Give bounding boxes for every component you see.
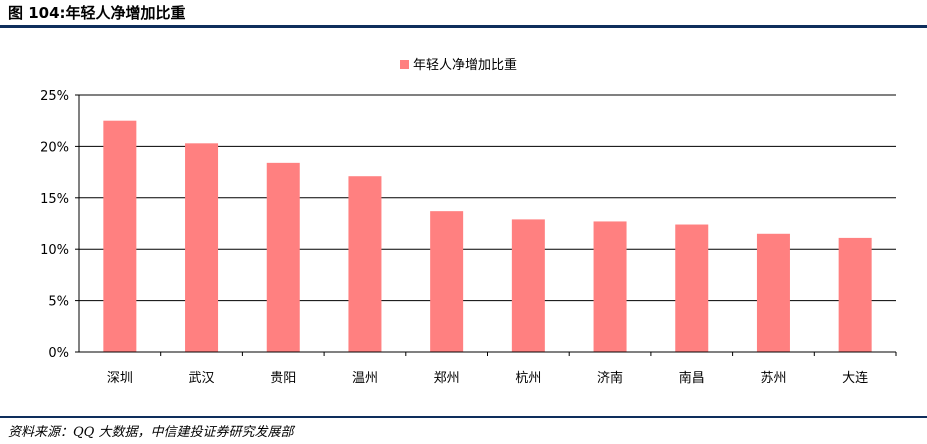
legend: 年轻人净增加比重 xyxy=(400,57,517,73)
bar-4 xyxy=(430,211,464,352)
bar-6 xyxy=(593,221,627,352)
x-tick-label: 济南 xyxy=(597,370,623,386)
bar-5 xyxy=(511,219,545,352)
y-tick-label: 0% xyxy=(48,346,69,361)
x-tick-label: 贵阳 xyxy=(270,371,296,386)
bar-7 xyxy=(675,224,709,352)
x-tick-label: 武汉 xyxy=(189,371,215,386)
bar-3 xyxy=(348,176,382,352)
x-tick-label: 郑州 xyxy=(434,371,460,386)
figure-title: 图 104:年轻人净增加比重 xyxy=(8,4,186,22)
x-tick-label: 深圳 xyxy=(107,371,133,386)
y-axis-ticks: 0% 5% 10% 15% 20% 25% xyxy=(40,89,80,361)
x-axis-ticks: 深圳 武汉 贵阳 温州 郑州 杭州 济南 南昌 苏州 大连 xyxy=(107,352,897,386)
x-tick-label: 南昌 xyxy=(679,370,705,386)
y-tick-label: 20% xyxy=(40,140,69,155)
y-tick-label: 25% xyxy=(40,89,69,104)
legend-label: 年轻人净增加比重 xyxy=(413,57,517,73)
x-tick-label: 杭州 xyxy=(515,371,541,386)
legend-swatch xyxy=(400,60,409,69)
bar-chart: 年轻人净增加比重 0% 5% 10% 15% 20% 25% 深圳 武汉 贵阳 温州 郑州 杭州 济南… xyxy=(40,57,897,386)
y-tick-label: 10% xyxy=(40,243,69,258)
bar-8 xyxy=(756,233,790,352)
x-tick-label: 大连 xyxy=(842,370,868,386)
bottom-rule xyxy=(0,416,927,418)
bar-0 xyxy=(103,120,137,352)
bar-1 xyxy=(185,143,219,352)
bars xyxy=(103,120,872,352)
bar-2 xyxy=(266,162,300,352)
x-tick-label: 温州 xyxy=(352,371,378,386)
bar-9 xyxy=(838,237,872,352)
top-rule xyxy=(0,25,927,28)
source-note: 资料来源：QQ 大数据，中信建投证券研究发展部 xyxy=(8,425,294,440)
x-tick-label: 苏州 xyxy=(760,370,786,386)
y-tick-label: 5% xyxy=(48,295,69,310)
y-tick-label: 15% xyxy=(40,192,69,207)
